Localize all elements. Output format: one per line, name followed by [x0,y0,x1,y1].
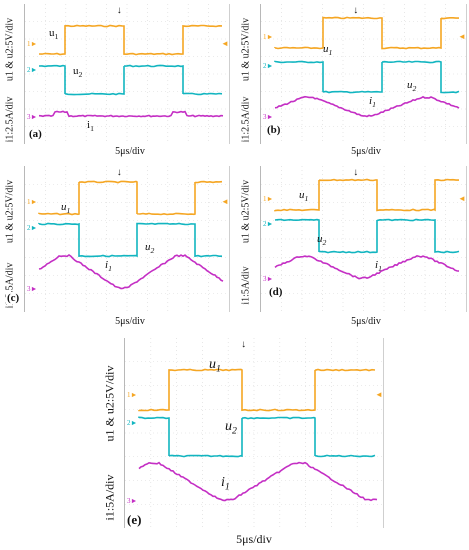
trigger-level-marker-c: ◄ [221,197,229,206]
channel-marker-2-c: 2► [27,224,37,232]
channel-marker-2-b: 2► [263,62,273,70]
trace-u1-d [274,178,459,212]
channel-marker-2-d: 2► [263,220,273,228]
trace-i1-c [38,254,224,290]
trace-label-i1-b: i1 [369,95,376,109]
scope-b: ↓ 1► 2► 3► ◄ u1 u2 i1 [260,4,467,144]
ylabel-top-a: u1 & u2:5V/div [5,10,16,90]
trace-label-u1-a: u1 [49,27,59,41]
trace-label-u1-d: u1 [299,189,309,203]
panel-label-e: (e) [126,512,143,528]
trigger-marker-d: ↓ [353,167,358,178]
trigger-marker-a: ↓ [117,5,122,16]
waveform-plot-c: ↓ 1► 2► 3► ◄ u1 u2 i1 [25,166,229,312]
trace-u2-a [38,64,223,96]
waveform-plot-a: ↓ 1► 2► 3► ◄ u1 u2 i1 [25,4,229,144]
ylabel-bottom-text-e: i1:5A/div [102,474,117,521]
channel-marker-1-e: 1► [127,391,137,399]
channel-marker-2-a: 2► [27,66,37,74]
channel-marker-3-d: 3► [263,275,273,283]
trace-i1-b [274,95,460,118]
ylabel-bottom-text-d: i1:5A/div [240,266,252,305]
trace-u2-b [274,60,460,94]
trace-label-u2-e: u2 [225,419,237,437]
trace-label-u1-e: u1 [209,357,221,375]
trace-u1-c [38,180,223,216]
panel-a: u1 & u2:5V/div i1:2.5A/div ↓ 1► 2► 3► ◄ u1 u2 i… [0,0,232,158]
channel-marker-1-c: 1► [27,198,37,206]
ylabel-top-e: u1 & u2:5V/div [103,346,118,462]
trace-i1-d [274,255,460,280]
ylabel-top-b: u1 & u2:5V/div [241,10,252,90]
trace-label-i1-c: i1 [105,259,112,273]
ylabel-top-text-e: u1 & u2:5V/div [102,365,117,442]
channel-marker-1-b: 1► [263,33,273,41]
xlabel-b: 5μs/div [351,146,381,157]
ylabel-top-text-c: u1 & u2:5V/div [4,179,16,244]
trigger-marker-e: ↓ [241,339,246,350]
trigger-level-marker-a: ◄ [221,39,229,48]
trace-u2-e [138,416,376,458]
trace-label-u2-c: u2 [145,241,155,255]
scope-c: ↓ 1► 2► 3► ◄ u1 u2 i1 [24,166,230,312]
ylabel-top-d: u1 & u2:5V/div [241,172,252,252]
trigger-level-marker-e: ◄ [375,390,383,399]
channel-marker-1-d: 1► [263,195,273,203]
panel-label-b: (b) [266,124,282,136]
ylabel-bottom-text-b: i1:2.5A/div [240,96,252,143]
ylabel-top-text-d: u1 & u2:5V/div [240,179,252,244]
trace-u2-d [274,218,460,254]
panel-label-d: (d) [268,286,284,298]
waveform-plot-e: ↓ 1► 2► 3► ◄ u1 u2 i1 [125,338,383,528]
trace-label-i1-e: i1 [221,475,230,493]
panel-c: u1 & u2:5V/div i1:2.5A/div ↓ 1► 2► 3► ◄ u1 u2 i… [0,162,232,330]
ylabel-top-text-b: u1 & u2:5V/div [240,17,252,82]
panel-label-c: (c) [6,292,21,304]
xlabel-c: 5μs/div [115,316,145,327]
trace-u1-b [274,16,459,50]
trigger-level-marker-d: ◄ [458,194,466,203]
trace-i1-a [38,110,224,118]
channel-marker-1-a: 1► [27,40,37,48]
ylabel-top-text-a: u1 & u2:5V/div [4,17,16,82]
scope-e: ↓ 1► 2► 3► ◄ u1 u2 i1 [124,338,384,528]
trace-label-u1-c: u1 [61,201,71,215]
ylabel-top-c: u1 & u2:5V/div [5,172,16,252]
panel-d: u1 & u2:5V/div i1:5A/div ↓ 1► 2► 3► ◄ u1 u2 i1 … [236,162,469,330]
trace-u2-c [38,222,222,258]
ylabel-bottom-b: i1:2.5A/div [241,92,252,148]
scope-d: ↓ 1► 2► 3► ◄ u1 u2 i1 [260,166,467,312]
ylabel-bottom-e: i1:5A/div [103,460,118,536]
xlabel-a: 5μs/div [115,146,145,157]
channel-marker-3-e: 3► [127,497,137,505]
trigger-level-marker-b: ◄ [458,32,466,41]
trace-label-u2-a: u2 [73,65,83,79]
ylabel-bottom-a: i1:2.5A/div [5,92,16,148]
ylabel-bottom-text-a: i1:2.5A/div [4,96,16,143]
trace-u1-e [138,368,376,412]
xlabel-d: 5μs/div [351,316,381,327]
trace-u1-a [38,24,223,56]
panel-label-a: (a) [28,128,43,140]
channel-marker-3-b: 3► [263,113,273,121]
channel-marker-3-c: 3► [27,285,37,293]
channel-marker-3-a: 3► [27,113,37,121]
trigger-marker-c: ↓ [117,167,122,178]
trace-label-u2-d: u2 [317,233,327,247]
trace-label-u1-b: u1 [323,43,333,57]
trace-i1-e [138,461,378,502]
waveform-plot-d: ↓ 1► 2► 3► ◄ u1 u2 i1 [261,166,466,312]
ylabel-bottom-d: i1:5A/div [241,258,252,314]
panel-e: u1 & u2:5V/div i1:5A/div ↓ 1► 2► 3► ◄ u1 u2 i1 … [96,334,386,550]
trace-label-i1-a: i1 [87,119,94,133]
trigger-marker-b: ↓ [353,5,358,16]
xlabel-e: 5μs/div [236,532,272,546]
trace-label-u2-b: u2 [407,79,417,93]
panel-b: u1 & u2:5V/div i1:2.5A/div ↓ 1► 2► 3► ◄ u1 u2 i… [236,0,469,158]
ylabel-bottom-c: i1:2.5A/div [5,258,16,314]
channel-marker-2-e: 2► [127,419,137,427]
waveform-plot-b: ↓ 1► 2► 3► ◄ u1 u2 i1 [261,4,466,144]
trace-label-i1-d: i1 [375,259,382,273]
scope-a: ↓ 1► 2► 3► ◄ u1 u2 i1 [24,4,230,144]
